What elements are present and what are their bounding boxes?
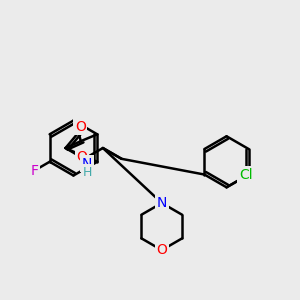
Text: O: O [156,243,167,257]
Text: H: H [82,166,92,179]
Text: N: N [157,196,167,210]
Text: O: O [76,150,87,164]
Text: N: N [82,157,92,171]
Text: F: F [30,164,38,178]
Text: O: O [75,120,86,134]
Text: Cl: Cl [239,167,253,182]
